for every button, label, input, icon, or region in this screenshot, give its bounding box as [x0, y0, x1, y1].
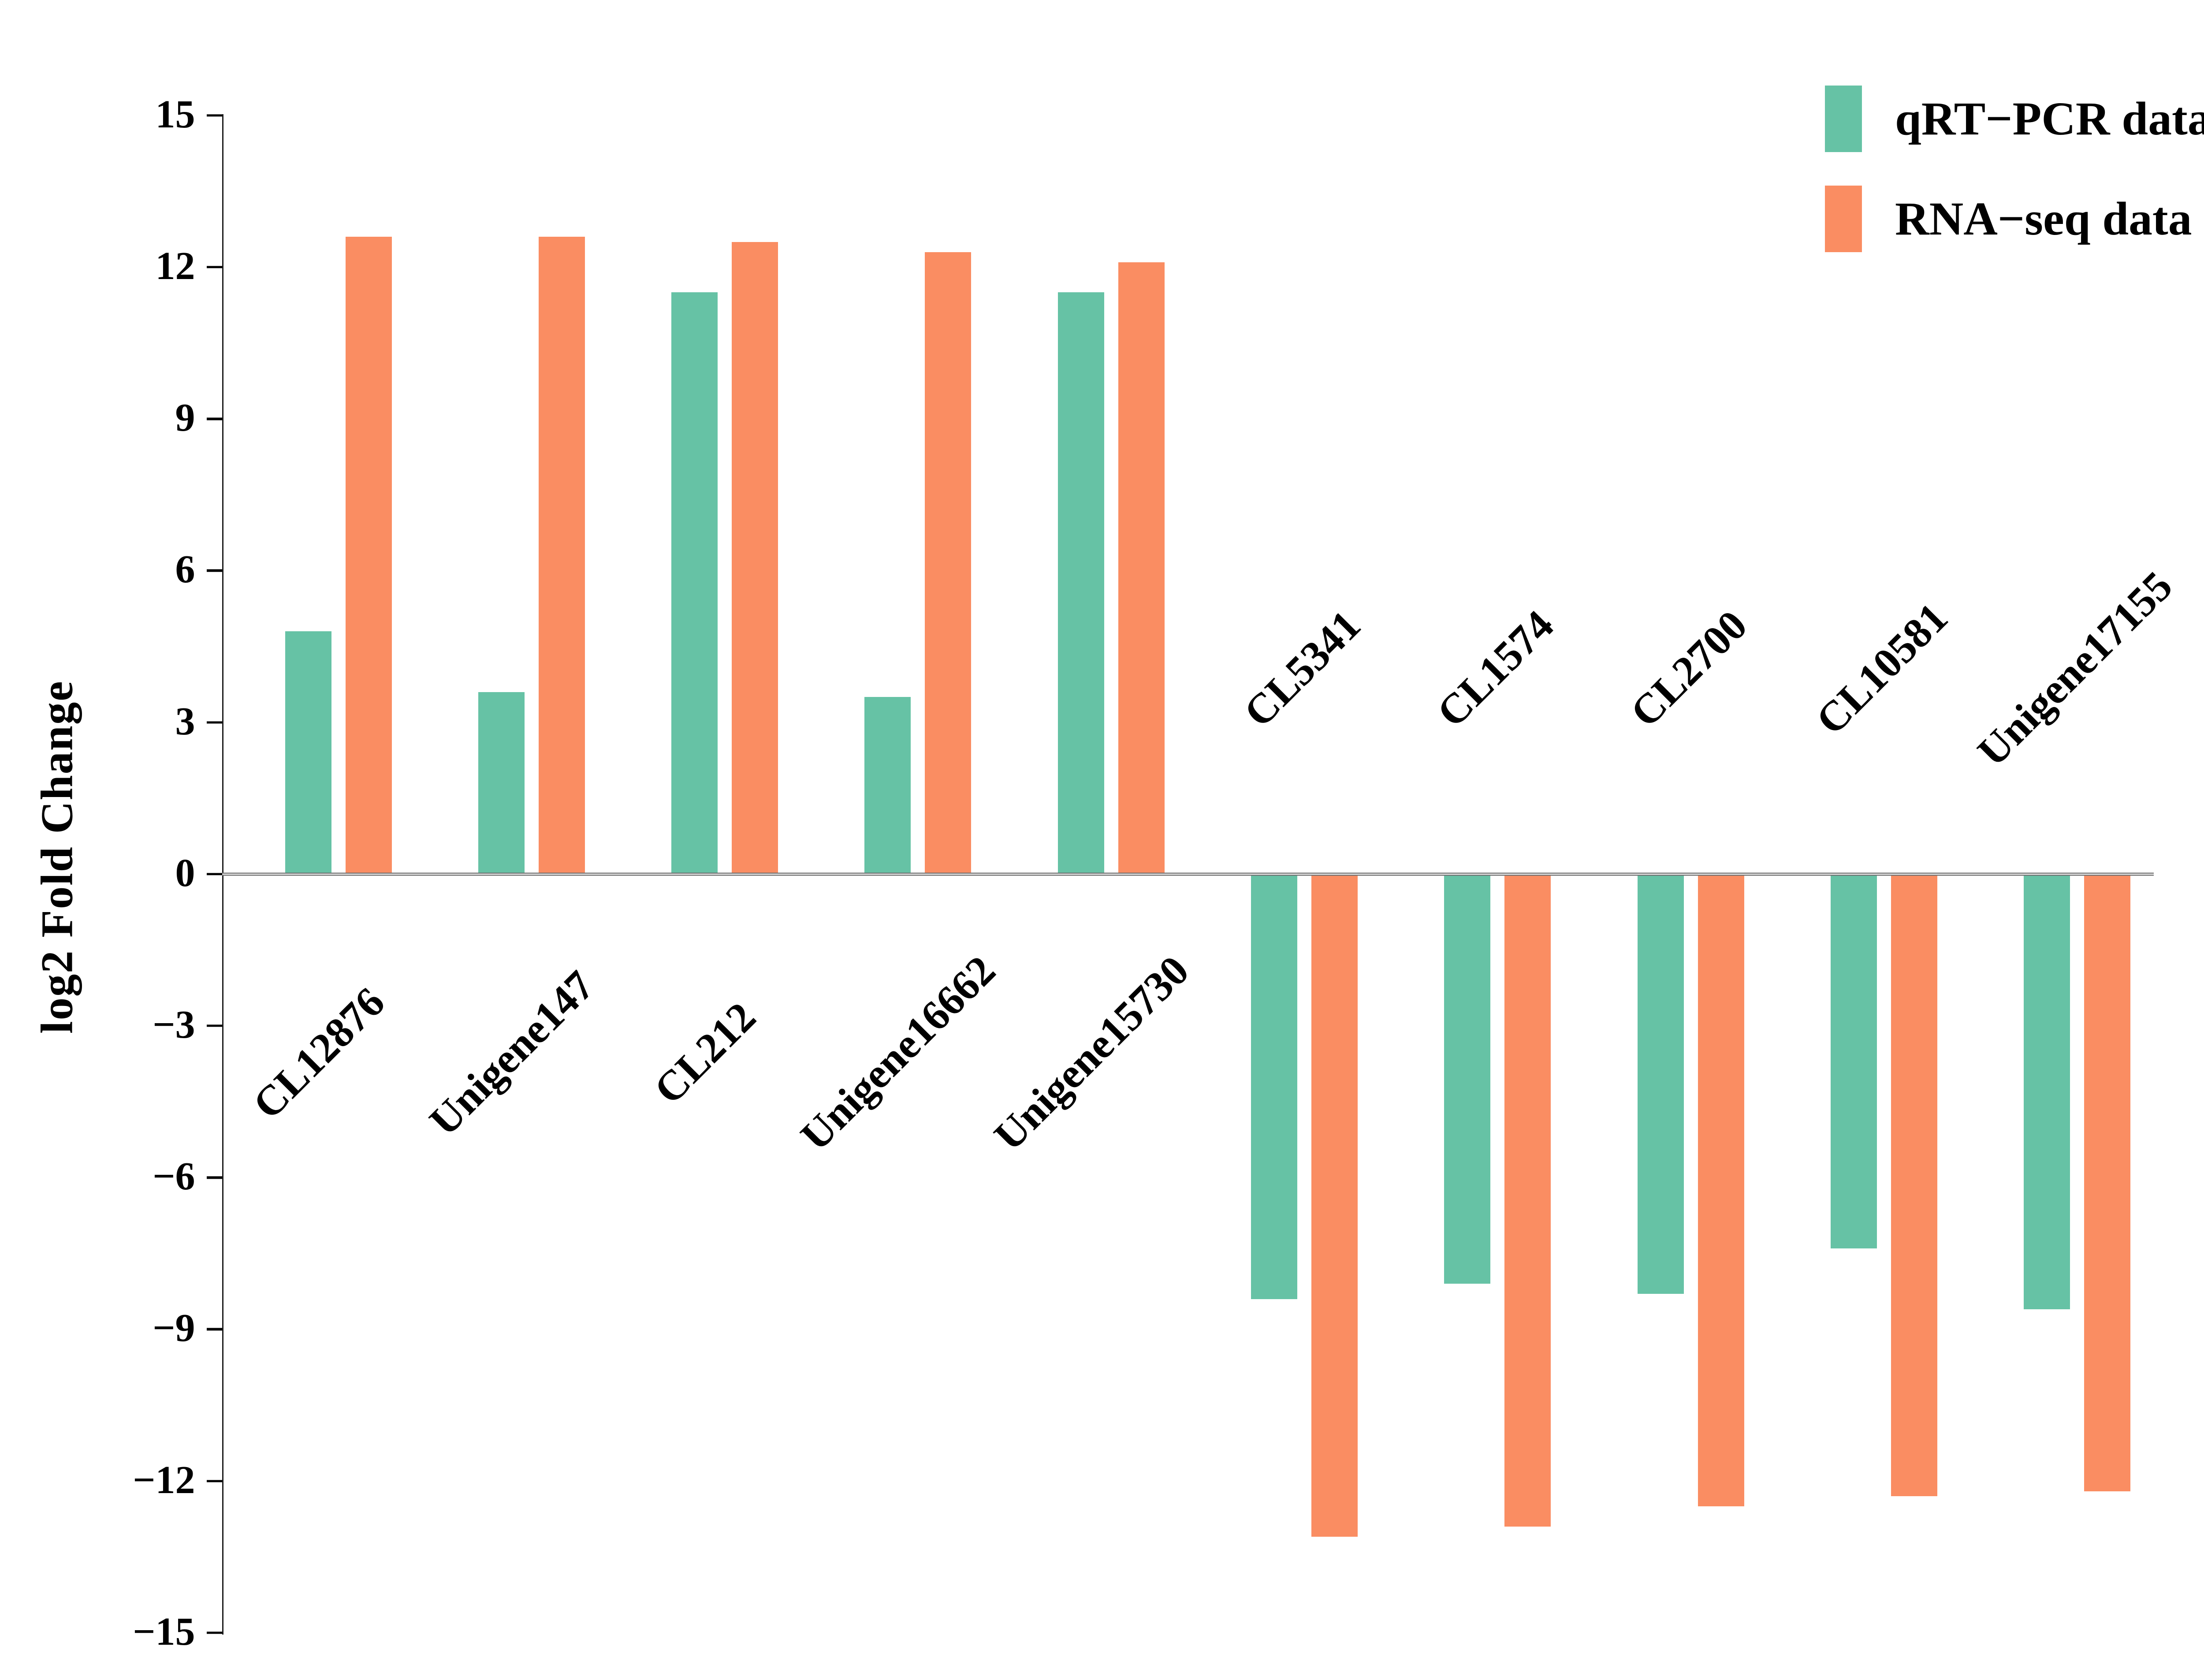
- y-tick-label--12: −12: [133, 1458, 195, 1502]
- bar-qrt-pcr-Unigene147: [478, 692, 525, 874]
- legend-label-qrt-pcr: qRT−PCR data: [1895, 92, 2204, 145]
- y-tick--15: [206, 1632, 222, 1634]
- bar-qrt-pcr-CL10581: [1830, 874, 1877, 1248]
- category-label-Unigene16662: Unigene16662: [791, 946, 1005, 1160]
- legend-item-rna-seq: RNA−seq data: [1825, 186, 2204, 252]
- bar-rna-seq-CL2700: [1698, 874, 1744, 1506]
- y-tick-15: [206, 114, 222, 117]
- bar-qrt-pcr-CL12876: [285, 631, 331, 874]
- y-tick--9: [206, 1328, 222, 1331]
- category-label-CL5341: CL5341: [1234, 601, 1370, 736]
- bar-rna-seq-Unigene17155: [2084, 874, 2131, 1491]
- category-label-CL1574: CL1574: [1428, 601, 1563, 736]
- bar-rna-seq-CL212: [732, 242, 778, 874]
- bar-rna-seq-Unigene16662: [925, 252, 972, 874]
- y-tick-9: [206, 417, 222, 420]
- y-tick-label-12: 12: [155, 244, 195, 288]
- legend-label-rna-seq: RNA−seq data: [1895, 192, 2192, 245]
- bar-rna-seq-Unigene15730: [1118, 262, 1165, 874]
- y-tick-label--9: −9: [153, 1306, 195, 1350]
- category-label-Unigene147: Unigene147: [420, 961, 603, 1145]
- category-label-CL10581: CL10581: [1806, 593, 1957, 744]
- bar-qrt-pcr-CL5341: [1251, 874, 1297, 1299]
- y-tick-12: [206, 266, 222, 268]
- category-label-Unigene17155: Unigene17155: [1968, 562, 2182, 775]
- bar-qrt-pcr-Unigene16662: [864, 697, 911, 874]
- y-tick-label-15: 15: [155, 93, 195, 137]
- y-tick-label-9: 9: [175, 396, 195, 440]
- category-label-Unigene15730: Unigene15730: [984, 946, 1198, 1160]
- y-tick--3: [206, 1024, 222, 1027]
- bar-rna-seq-Unigene147: [538, 237, 585, 874]
- bar-rna-seq-CL5341: [1311, 874, 1358, 1537]
- bar-rna-seq-CL1574: [1504, 874, 1551, 1527]
- y-tick-label-0: 0: [175, 851, 195, 895]
- bar-rna-seq-CL12876: [345, 237, 392, 874]
- bar-qrt-pcr-CL212: [671, 292, 718, 874]
- y-tick--6: [206, 1176, 222, 1179]
- y-tick-6: [206, 569, 222, 572]
- category-label-CL2700: CL2700: [1621, 601, 1756, 736]
- y-tick-label--6: −6: [153, 1155, 195, 1199]
- y-tick-label--15: −15: [133, 1610, 195, 1654]
- y-tick-label-6: 6: [175, 548, 195, 592]
- bar-qrt-pcr-Unigene17155: [2024, 874, 2070, 1309]
- category-label-CL212: CL212: [644, 993, 765, 1114]
- y-tick-label-3: 3: [175, 699, 195, 743]
- y-tick--12: [206, 1479, 222, 1483]
- legend-item-qrt-pcr: qRT−PCR data: [1825, 86, 2204, 152]
- category-label-CL12876: CL12876: [243, 978, 393, 1128]
- legend: qRT−PCR data RNA−seq data: [1825, 86, 2204, 252]
- legend-swatch-rna-seq-icon: [1825, 186, 1862, 252]
- zero-baseline: [222, 872, 2154, 876]
- y-tick-0: [206, 873, 222, 875]
- bar-qrt-pcr-Unigene15730: [1057, 292, 1104, 874]
- bar-rna-seq-CL10581: [1891, 874, 1937, 1497]
- y-tick-label--3: −3: [153, 1003, 195, 1047]
- legend-swatch-qrt-pcr-icon: [1825, 86, 1862, 152]
- bar-qrt-pcr-CL2700: [1637, 874, 1684, 1294]
- y-tick-3: [206, 721, 222, 724]
- bar-qrt-pcr-CL1574: [1444, 874, 1491, 1284]
